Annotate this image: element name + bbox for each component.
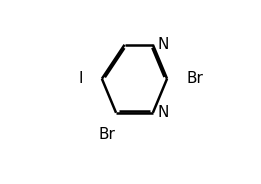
Text: N: N: [157, 105, 169, 120]
Text: Br: Br: [187, 71, 204, 86]
Text: Br: Br: [98, 127, 115, 142]
Text: I: I: [78, 71, 83, 86]
Text: N: N: [157, 37, 169, 52]
